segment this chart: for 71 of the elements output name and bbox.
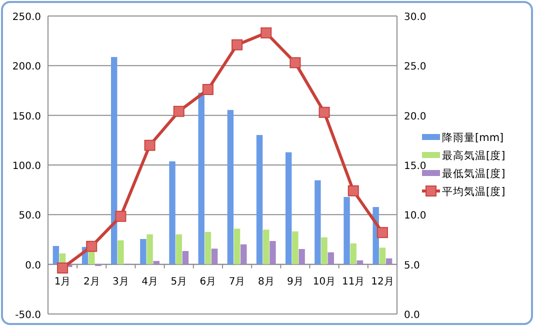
bar <box>169 161 176 264</box>
x-tick-label: 7月 <box>228 276 246 288</box>
bar <box>321 237 328 264</box>
bar <box>328 252 334 264</box>
bar <box>111 57 118 264</box>
bar <box>350 243 356 264</box>
x-tick-label: 5月 <box>170 276 188 288</box>
bar <box>256 135 263 264</box>
point <box>202 84 214 96</box>
bar <box>146 234 153 264</box>
y-tick-label: 0.0 <box>25 260 41 272</box>
legend-label: 最低気温[度] <box>442 167 506 180</box>
x-tick-label: 12月 <box>371 276 394 288</box>
y2-tick-label: 10.0 <box>404 210 426 222</box>
bar <box>292 231 298 264</box>
point <box>173 106 184 117</box>
y-tick-label: 100.0 <box>12 161 41 172</box>
bar <box>263 230 270 264</box>
point <box>318 106 330 118</box>
x-tick-label: 1月 <box>54 276 71 288</box>
bar <box>204 232 212 264</box>
point <box>348 185 359 196</box>
bar <box>153 260 160 264</box>
bar <box>140 239 146 264</box>
bar <box>314 180 321 264</box>
bar <box>286 152 292 264</box>
y2-tick-label: 15.0 <box>404 161 426 172</box>
bar <box>211 248 218 264</box>
bar <box>344 196 350 264</box>
x-tick-label: 8月 <box>258 276 274 288</box>
x-tick-label: 4月 <box>142 276 158 288</box>
bar <box>52 246 60 264</box>
point <box>86 240 98 252</box>
y2-tick-label: 30.0 <box>404 12 426 23</box>
bar <box>379 248 386 264</box>
bar <box>298 249 305 264</box>
y-tick-label: 250.0 <box>12 12 41 23</box>
bar <box>386 258 392 264</box>
bar <box>227 110 234 264</box>
y2-tick-label: 0.0 <box>404 310 420 321</box>
bar <box>198 92 204 264</box>
bar <box>270 240 276 264</box>
y2-tick-label: 5.0 <box>404 260 420 272</box>
bar <box>356 260 364 264</box>
bar <box>234 228 240 264</box>
y-tick-label: 150.0 <box>12 111 41 122</box>
x-tick-label: 6月 <box>200 276 216 288</box>
point <box>144 140 156 151</box>
bar <box>182 251 189 264</box>
y2-tick-label: 25.0 <box>404 62 426 73</box>
legend-label: 平均気温[度] <box>442 185 506 198</box>
y-tick-label: 200.0 <box>12 62 41 73</box>
x-tick-label: 9月 <box>287 276 304 288</box>
y2-tick-label: 20.0 <box>404 111 426 122</box>
bar <box>240 244 247 264</box>
x-tick-label: 2月 <box>83 276 100 288</box>
bar <box>176 234 182 264</box>
legend-label: 降雨量[mm] <box>442 132 504 144</box>
x-tick-label: 11月 <box>342 276 365 288</box>
point <box>57 262 68 274</box>
x-tick-label: 3月 <box>112 276 129 288</box>
point <box>290 57 301 68</box>
point <box>115 210 126 222</box>
point <box>260 27 272 38</box>
legend-label: 最高気温[度] <box>442 149 506 162</box>
x-tick-label: 10月 <box>312 276 336 288</box>
bar <box>118 240 124 264</box>
y-tick-label: 50.0 <box>18 210 41 222</box>
point <box>232 39 243 50</box>
y-tick-label: -50.0 <box>15 310 41 321</box>
point <box>376 227 388 238</box>
